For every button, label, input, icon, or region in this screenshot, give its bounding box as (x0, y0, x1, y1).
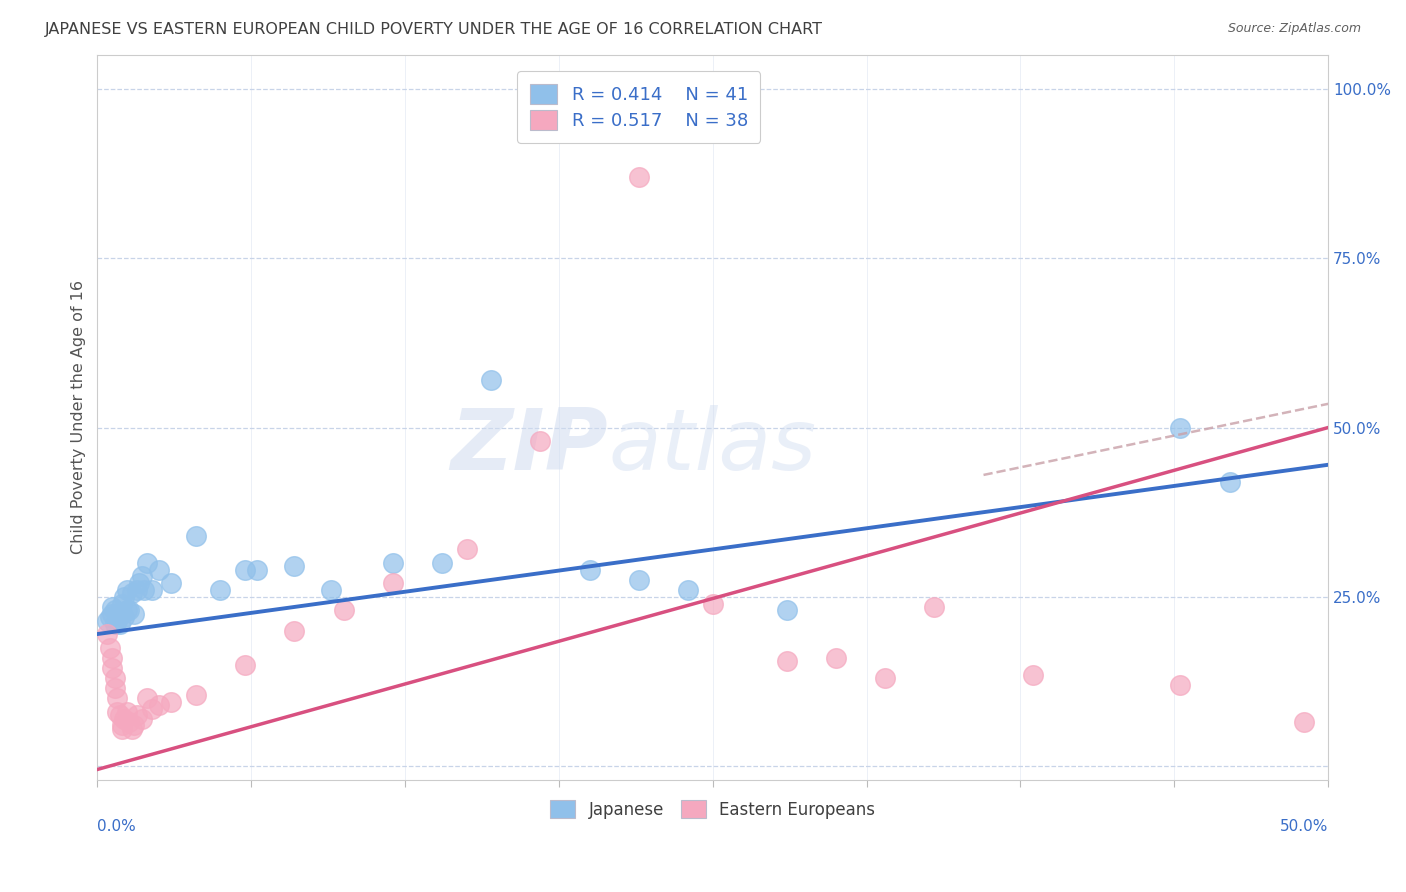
Point (111, 607, 134, 621)
Text: JAPANESE VS EASTERN EUROPEAN CHILD POVERTY UNDER THE AGE OF 16 CORRELATION CHART: JAPANESE VS EASTERN EUROPEAN CHILD POVER… (45, 22, 823, 37)
Point (98, 610, 121, 624)
Point (233, 563, 256, 577)
Point (775, 603, 797, 617)
Point (115, 582, 138, 597)
Point (115, 603, 138, 617)
Point (321, 582, 343, 597)
Point (873, 671, 896, 685)
Point (131, 569, 153, 583)
Point (381, 576, 404, 591)
Point (111, 597, 134, 611)
Point (124, 718, 146, 732)
Point (627, 169, 650, 184)
Point (702, 597, 724, 611)
Point (283, 624, 305, 638)
Text: ZIP: ZIP (450, 405, 609, 488)
Point (381, 556, 404, 570)
Point (101, 599, 124, 614)
Point (101, 607, 124, 621)
Point (128, 576, 150, 591)
Point (131, 712, 153, 726)
Point (103, 681, 125, 696)
Point (456, 542, 478, 557)
Point (578, 563, 600, 577)
Point (1170, 678, 1192, 692)
Point (105, 614, 128, 628)
Point (125, 708, 148, 723)
Point (283, 559, 305, 574)
Point (135, 691, 157, 706)
Point (112, 610, 135, 624)
Point (430, 556, 453, 570)
Point (105, 705, 128, 719)
Point (124, 607, 146, 621)
Point (96, 627, 118, 641)
Point (160, 695, 183, 709)
Point (121, 586, 143, 600)
Point (135, 556, 157, 570)
Point (184, 688, 207, 702)
Point (103, 603, 125, 617)
Point (111, 718, 134, 732)
Point (105, 691, 128, 706)
Point (627, 573, 650, 587)
Y-axis label: Child Poverty Under the Age of 16: Child Poverty Under the Age of 16 (72, 280, 86, 555)
Point (1022, 667, 1045, 681)
Point (148, 698, 170, 713)
Point (112, 590, 135, 604)
Point (824, 650, 846, 665)
Point (676, 582, 699, 597)
Point (108, 708, 131, 723)
Point (1219, 475, 1241, 489)
Point (108, 616, 131, 631)
Point (332, 603, 354, 617)
Point (98, 640, 121, 655)
Point (141, 582, 163, 597)
Point (105, 607, 128, 621)
Text: 50.0%: 50.0% (1279, 820, 1329, 835)
Point (246, 563, 269, 577)
Point (125, 582, 148, 597)
Point (209, 582, 232, 597)
Point (101, 650, 124, 665)
Point (1170, 420, 1192, 434)
Point (1292, 714, 1315, 729)
Legend: Japanese, Eastern Europeans: Japanese, Eastern Europeans (544, 794, 882, 826)
Point (115, 705, 138, 719)
Point (112, 712, 135, 726)
Point (121, 722, 143, 736)
Point (118, 714, 141, 729)
Point (184, 529, 207, 543)
Text: Source: ZipAtlas.com: Source: ZipAtlas.com (1227, 22, 1361, 36)
Point (479, 373, 502, 387)
Point (118, 603, 141, 617)
Point (101, 661, 124, 675)
Point (141, 701, 163, 715)
Point (775, 654, 797, 668)
Point (103, 671, 125, 685)
Point (233, 657, 256, 672)
Point (922, 599, 945, 614)
Point (96, 614, 118, 628)
Point (148, 563, 170, 577)
Point (111, 722, 134, 736)
Point (103, 616, 125, 631)
Point (134, 582, 156, 597)
Point (160, 576, 183, 591)
Text: atlas: atlas (609, 405, 815, 488)
Text: 0.0%: 0.0% (97, 820, 136, 835)
Point (529, 434, 551, 448)
